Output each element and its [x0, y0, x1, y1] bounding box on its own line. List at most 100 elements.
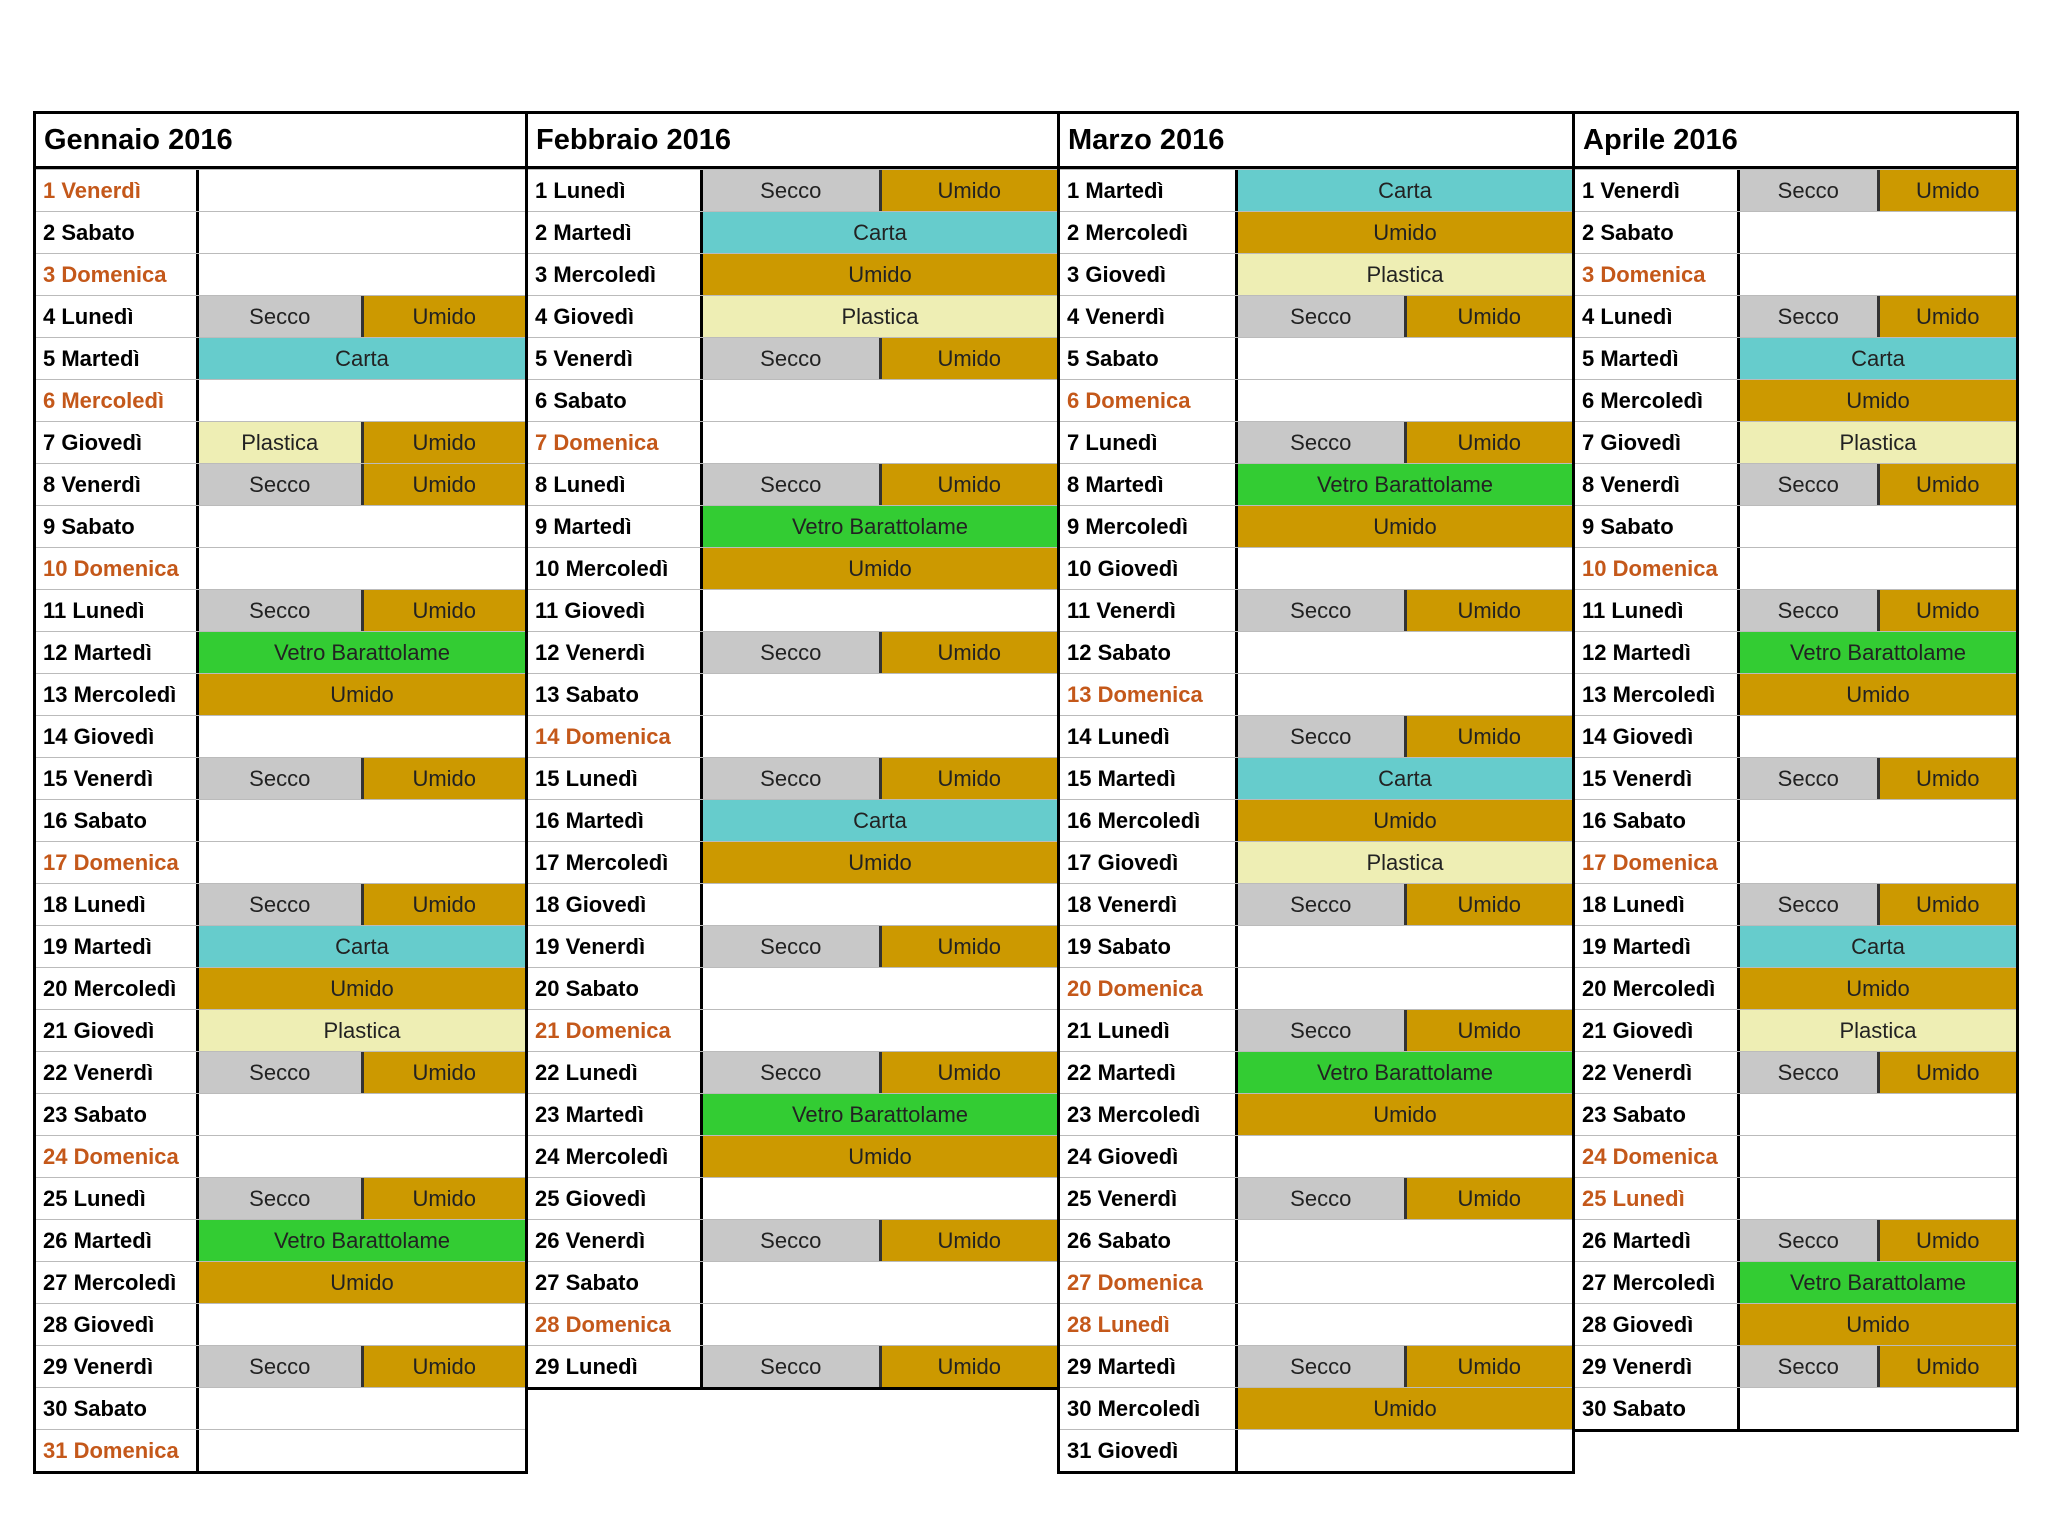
day-row: 25 Lunedì Secco Umido: [36, 1177, 525, 1219]
day-label: 10 Domenica: [36, 548, 199, 589]
collection-cells: [703, 884, 1057, 925]
day-label: 10 Giovedì: [1060, 548, 1238, 589]
collection-cells: Secco Umido: [703, 926, 1057, 967]
day-label: 9 Martedì: [528, 506, 703, 547]
day-label: 28 Domenica: [528, 1304, 703, 1345]
day-row: 25 Lunedì: [1575, 1177, 2016, 1219]
collection-cell: Umido: [1740, 1304, 2016, 1345]
day-label: 16 Martedì: [528, 800, 703, 841]
day-label: 4 Venerdì: [1060, 296, 1238, 337]
collection-cell: Secco: [199, 758, 361, 799]
day-row: 1 Venerdì Secco Umido: [1575, 169, 2016, 211]
day-row: 8 Martedì Vetro Barattolame: [1060, 463, 1572, 505]
day-label: 6 Mercoledì: [1575, 380, 1740, 421]
collection-cells: Umido: [199, 968, 525, 1009]
collection-cells: Vetro Barattolame: [199, 632, 525, 673]
day-row: 15 Martedì Carta: [1060, 757, 1572, 799]
collection-cells: [1238, 968, 1572, 1009]
day-label: 17 Giovedì: [1060, 842, 1238, 883]
collection-cells: Secco Umido: [703, 464, 1057, 505]
day-label: 29 Venerdì: [1575, 1346, 1740, 1387]
day-row: 2 Sabato: [1575, 211, 2016, 253]
collection-cell: Secco: [703, 758, 879, 799]
day-row: 29 Martedì Secco Umido: [1060, 1345, 1572, 1387]
collection-cell: Secco: [1740, 1052, 1877, 1093]
day-row: 5 Sabato: [1060, 337, 1572, 379]
collection-cell: Secco: [703, 1220, 879, 1261]
collection-cell: Plastica: [199, 1010, 525, 1051]
collection-cells: [703, 1178, 1057, 1219]
collection-cell: Umido: [1238, 1094, 1572, 1135]
day-label: 20 Mercoledì: [36, 968, 199, 1009]
collection-cells: Carta: [703, 800, 1057, 841]
day-row: 22 Venerdì Secco Umido: [1575, 1051, 2016, 1093]
day-label: 8 Venerdì: [1575, 464, 1740, 505]
day-row: 11 Lunedì Secco Umido: [36, 589, 525, 631]
collection-cell: Secco: [1238, 716, 1404, 757]
collection-cells: [1740, 842, 2016, 883]
day-row: 4 Lunedì Secco Umido: [1575, 295, 2016, 337]
day-row: 24 Mercoledì Umido: [528, 1135, 1057, 1177]
collection-cells: Umido: [1740, 968, 2016, 1009]
day-row: 8 Lunedì Secco Umido: [528, 463, 1057, 505]
day-label: 5 Sabato: [1060, 338, 1238, 379]
collection-cells: [199, 800, 525, 841]
collection-cell: Umido: [878, 464, 1057, 505]
collection-cell: Secco: [703, 338, 879, 379]
day-label: 15 Venerdì: [36, 758, 199, 799]
day-label: 24 Domenica: [1575, 1136, 1740, 1177]
day-label: 24 Mercoledì: [528, 1136, 703, 1177]
collection-cells: Vetro Barattolame: [1238, 1052, 1572, 1093]
collection-cell: Umido: [703, 842, 1057, 883]
collection-cells: [1238, 380, 1572, 421]
collection-cell: Secco: [1238, 296, 1404, 337]
day-label: 13 Mercoledì: [1575, 674, 1740, 715]
collection-cells: Secco Umido: [199, 1178, 525, 1219]
collection-cell: Umido: [1740, 968, 2016, 1009]
month-title: Aprile 2016: [1575, 114, 2016, 169]
collection-cells: [1740, 212, 2016, 253]
day-label: 16 Sabato: [36, 800, 199, 841]
day-label: 27 Domenica: [1060, 1262, 1238, 1303]
collection-cell: Plastica: [703, 296, 1057, 337]
day-label: 20 Sabato: [528, 968, 703, 1009]
day-row: 5 Martedì Carta: [1575, 337, 2016, 379]
day-row: 31 Domenica: [36, 1429, 525, 1471]
collection-cell: Plastica: [1740, 422, 2016, 463]
day-label: 21 Lunedì: [1060, 1010, 1238, 1051]
day-label: 23 Martedì: [528, 1094, 703, 1135]
day-label: 19 Sabato: [1060, 926, 1238, 967]
collection-cells: Secco Umido: [1740, 1346, 2016, 1387]
day-label: 12 Venerdì: [528, 632, 703, 673]
day-row: 7 Domenica: [528, 421, 1057, 463]
collection-cells: Secco Umido: [1740, 1220, 2016, 1261]
collection-cell: Umido: [1876, 590, 2016, 631]
day-row: 4 Lunedì Secco Umido: [36, 295, 525, 337]
collection-cell: Umido: [1876, 1052, 2016, 1093]
day-row: 20 Domenica: [1060, 967, 1572, 1009]
day-label: 13 Mercoledì: [36, 674, 199, 715]
collection-cells: Umido: [703, 842, 1057, 883]
day-row: 20 Mercoledì Umido: [36, 967, 525, 1009]
collection-cell: Umido: [1403, 1178, 1572, 1219]
collection-cells: Umido: [1238, 506, 1572, 547]
month-table: Aprile 2016 1 Venerdì Secco Umido 2 Sabato 3 …: [1572, 111, 2019, 1432]
collection-cells: Plastica Umido: [199, 422, 525, 463]
day-row: 19 Sabato: [1060, 925, 1572, 967]
collection-cell: Umido: [1238, 212, 1572, 253]
day-row: 19 Martedì Carta: [36, 925, 525, 967]
day-label: 2 Martedì: [528, 212, 703, 253]
day-row: 4 Giovedì Plastica: [528, 295, 1057, 337]
day-row: 27 Mercoledì Umido: [36, 1261, 525, 1303]
day-label: 9 Sabato: [1575, 506, 1740, 547]
collection-cells: Umido: [199, 1262, 525, 1303]
collection-cells: Vetro Barattolame: [703, 1094, 1057, 1135]
day-row: 23 Martedì Vetro Barattolame: [528, 1093, 1057, 1135]
collection-cells: Secco Umido: [703, 170, 1057, 211]
day-label: 3 Domenica: [1575, 254, 1740, 295]
day-row: 21 Giovedì Plastica: [1575, 1009, 2016, 1051]
collection-cells: Plastica: [703, 296, 1057, 337]
collection-cells: [703, 674, 1057, 715]
collection-cell: Umido: [878, 1220, 1057, 1261]
collection-cells: [1238, 548, 1572, 589]
